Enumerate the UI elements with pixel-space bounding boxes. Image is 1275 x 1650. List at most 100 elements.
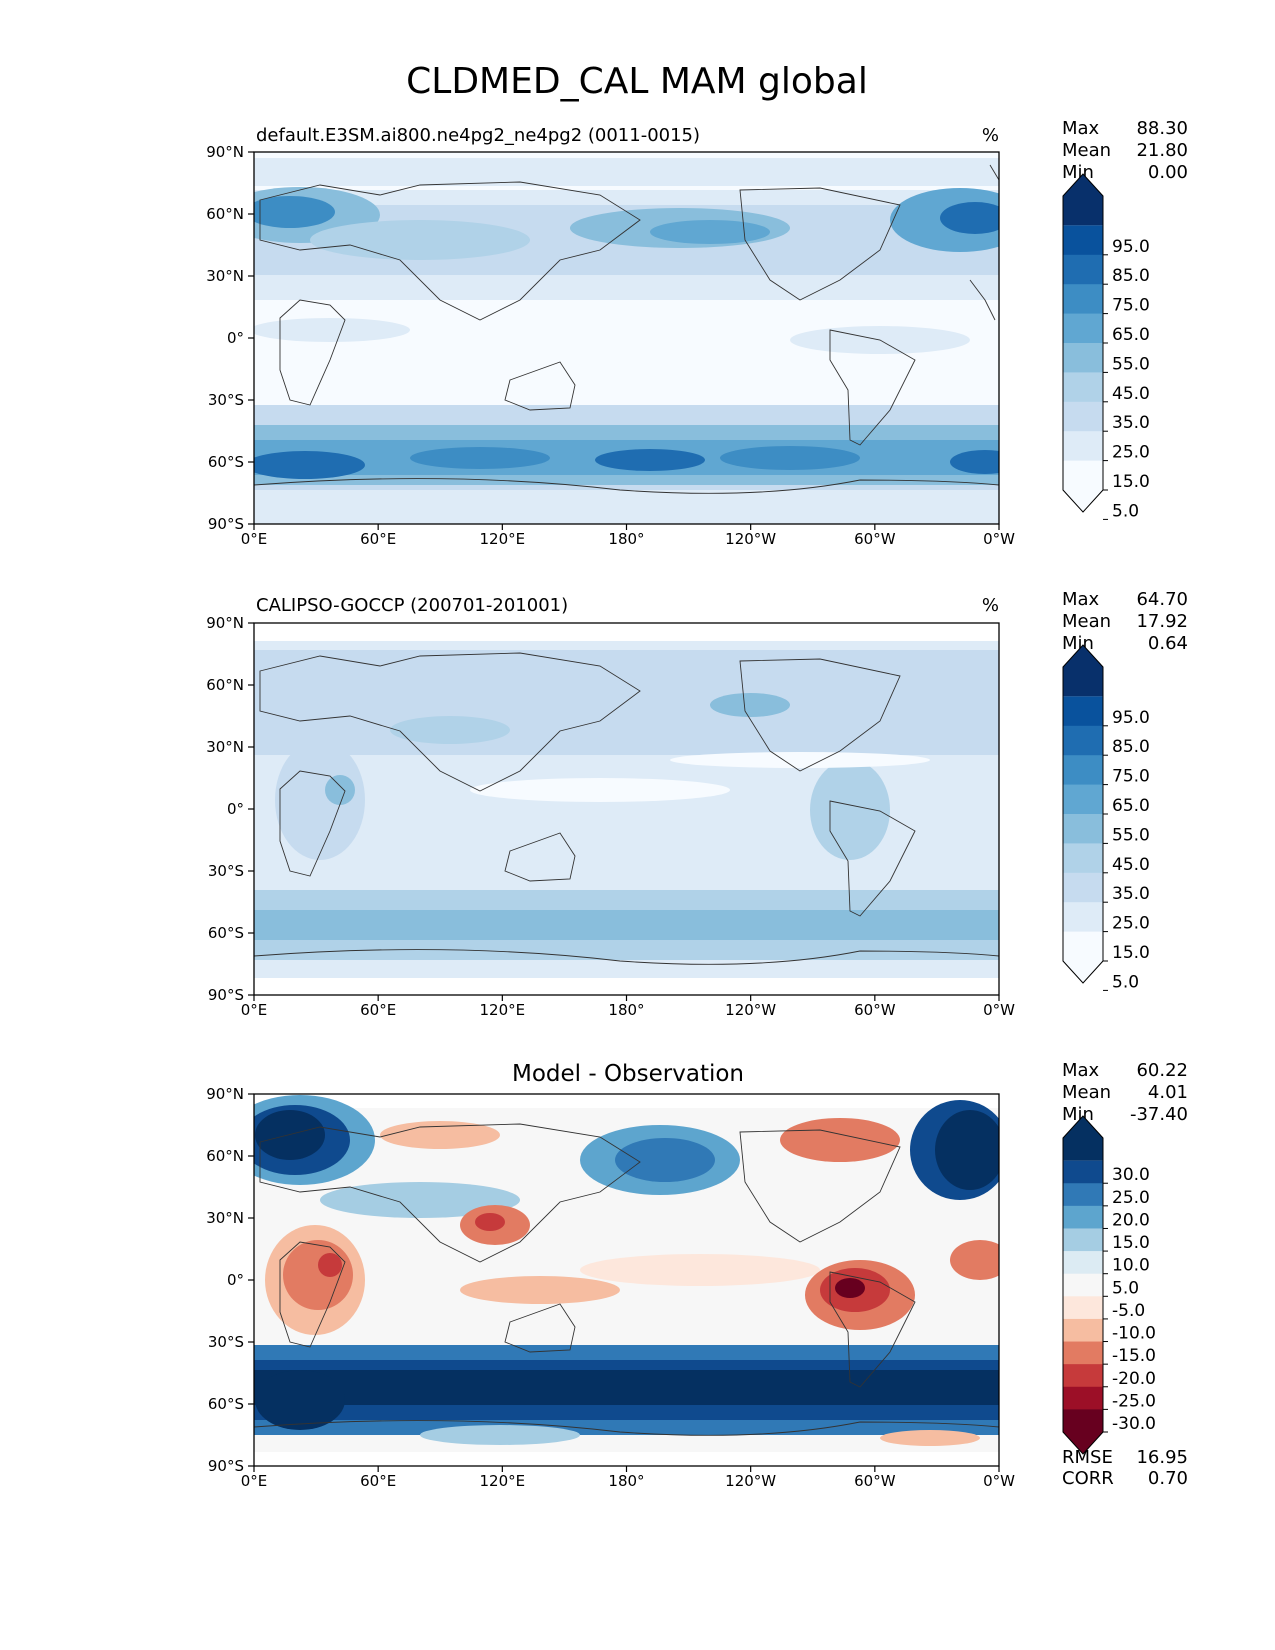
lon-tick-label: 120°E — [480, 1472, 526, 1490]
colorbar-tick-label: 5.0 — [1112, 501, 1139, 521]
lon-tick-label: 120°W — [725, 1472, 776, 1490]
lat-tick-label: 90°S — [208, 986, 244, 1004]
colorbar-tick-label: 35.0 — [1112, 413, 1150, 433]
colorbar-swatch — [1063, 1251, 1103, 1275]
stat-value: -37.40 — [1130, 1104, 1188, 1125]
panel-model-label: default.E3SM.ai800.ne4pg2_ne4pg2 (0011-0… — [256, 125, 700, 146]
colorbar-swatch — [1063, 174, 1103, 226]
lon-tick-label: 180° — [608, 1001, 644, 1019]
panel-obs-label: CALIPSO-GOCCP (200701-201001) — [256, 595, 568, 616]
lat-tick-label: 30°N — [206, 738, 244, 756]
metric-value: 16.95 — [1136, 1447, 1188, 1468]
panel-model-units: % — [982, 125, 999, 146]
stat-value: 21.80 — [1136, 140, 1188, 161]
colorbar-tick-label: 85.0 — [1112, 737, 1150, 757]
colorbar-tick-label: -20.0 — [1112, 1369, 1156, 1389]
colorbar-swatch — [1063, 1228, 1103, 1252]
metric-name: CORR — [1062, 1468, 1114, 1489]
colorbar-swatch — [1063, 254, 1103, 285]
colorbar-swatch — [1063, 372, 1103, 403]
lon-tick-label: 0°W — [983, 1001, 1015, 1019]
colorbar-swatch — [1063, 343, 1103, 373]
colorbar-tick-label: 30.0 — [1112, 1165, 1150, 1185]
colorbar-model: 95.0 85.0 75.0 65.0 55.0 45.0 35.0 25.0 15.0 5.0 — [1062, 173, 1150, 521]
colorbar-tick-label: 15.0 — [1112, 943, 1150, 963]
colorbar-tick-label: 75.0 — [1112, 296, 1150, 316]
colorbar-swatch — [1063, 1183, 1103, 1207]
colorbar-tick-label: 45.0 — [1112, 384, 1150, 404]
lat-tick-label: 60°N — [206, 205, 244, 223]
colorbar-tick-label: 20.0 — [1112, 1210, 1150, 1230]
stat-value: 4.01 — [1148, 1082, 1188, 1103]
lon-tick-label: 60°W — [854, 530, 896, 548]
figure-title: CLDMED_CAL MAM global — [406, 61, 868, 102]
colorbar-swatch — [1063, 313, 1103, 344]
colorbar-tick-label: 25.0 — [1112, 914, 1150, 934]
lon-tick-label: 0°W — [983, 530, 1015, 548]
stat-name: Mean — [1062, 611, 1111, 632]
colorbar-swatch — [1063, 645, 1103, 697]
colorbar-tick-label: -15.0 — [1112, 1346, 1156, 1366]
panel-diff-label: Model - Observation — [512, 1061, 744, 1087]
lon-tick-label: 60°W — [854, 1001, 896, 1019]
stat-value: 17.92 — [1136, 611, 1188, 632]
colorbar-tick-label: 15.0 — [1112, 1233, 1150, 1253]
colorbar-tick-label: 45.0 — [1112, 855, 1150, 875]
lon-tick-label: 0°E — [241, 530, 268, 548]
lon-tick-label: 0°W — [983, 1472, 1015, 1490]
lat-tick-label: 90°N — [206, 1085, 244, 1103]
lat-tick-label: 60°S — [208, 924, 244, 942]
map-diff — [254, 1094, 999, 1466]
stat-value: 88.30 — [1136, 118, 1188, 139]
lat-tick-label: 90°N — [206, 143, 244, 161]
colorbar-swatch — [1063, 696, 1103, 727]
colorbar-tick-label: 65.0 — [1112, 325, 1150, 345]
colorbar-swatch — [1063, 460, 1103, 512]
colorbar-swatch — [1063, 1160, 1103, 1184]
colorbar-tick-label: 55.0 — [1112, 354, 1150, 374]
lon-tick-label: 180° — [608, 1472, 644, 1490]
colorbar-swatch — [1063, 1318, 1103, 1343]
colorbar-swatch — [1063, 843, 1103, 874]
stat-name: Mean — [1062, 1082, 1111, 1103]
colorbar-tick-label: -30.0 — [1112, 1414, 1156, 1434]
panel-obs-units: % — [982, 595, 999, 616]
lat-tick-label: 90°S — [208, 515, 244, 533]
lat-tick-label: 30°S — [208, 391, 244, 409]
lat-tick-label: 30°S — [208, 862, 244, 880]
colorbar-tick-label: 15.0 — [1112, 472, 1150, 492]
colorbar-swatch — [1063, 1341, 1103, 1365]
colorbar-swatch — [1063, 784, 1103, 815]
lon-tick-label: 60°W — [854, 1472, 896, 1490]
lat-tick-label: 0° — [227, 329, 244, 347]
lat-tick-label: 60°N — [206, 1147, 244, 1165]
colorbar-tick-label: -25.0 — [1112, 1391, 1156, 1411]
colorbar-swatch — [1063, 902, 1103, 933]
lat-tick-label: 0° — [227, 800, 244, 818]
lat-tick-label: 30°S — [208, 1333, 244, 1351]
stat-value: 60.22 — [1136, 1060, 1188, 1081]
lat-tick-label: 90°N — [206, 614, 244, 632]
metric-value: 0.70 — [1148, 1468, 1188, 1489]
colorbar-diff: 30.0 25.020.0 15.0 10.05.0 -5.0 -10.0-15.0 -20… — [1062, 1115, 1156, 1455]
colorbar-tick-label: 95.0 — [1112, 708, 1150, 728]
stat-name: Max — [1062, 589, 1100, 610]
colorbar-tick-label: 75.0 — [1112, 767, 1150, 787]
stat-value: 0.00 — [1148, 162, 1188, 183]
colorbar-tick-label: -10.0 — [1112, 1324, 1156, 1344]
colorbar-swatch — [1063, 872, 1103, 903]
colorbar-tick-label: 25.0 — [1112, 443, 1150, 463]
lat-tick-label: 60°S — [208, 453, 244, 471]
lat-tick-label: 90°S — [208, 1457, 244, 1475]
lat-tick-label: 60°S — [208, 1395, 244, 1413]
colorbar-tick-label: -5.0 — [1112, 1301, 1145, 1321]
lat-tick-label: 0° — [227, 1271, 244, 1289]
colorbar-swatch — [1063, 1296, 1103, 1320]
map-obs — [254, 623, 999, 995]
lon-tick-label: 120°E — [480, 530, 526, 548]
stat-name: Max — [1062, 118, 1100, 139]
colorbar-obs: 95.0 85.0 75.0 65.0 55.0 45.0 35.0 25.0 15.0 5.0 — [1062, 644, 1150, 992]
colorbar-swatch — [1063, 1386, 1103, 1410]
